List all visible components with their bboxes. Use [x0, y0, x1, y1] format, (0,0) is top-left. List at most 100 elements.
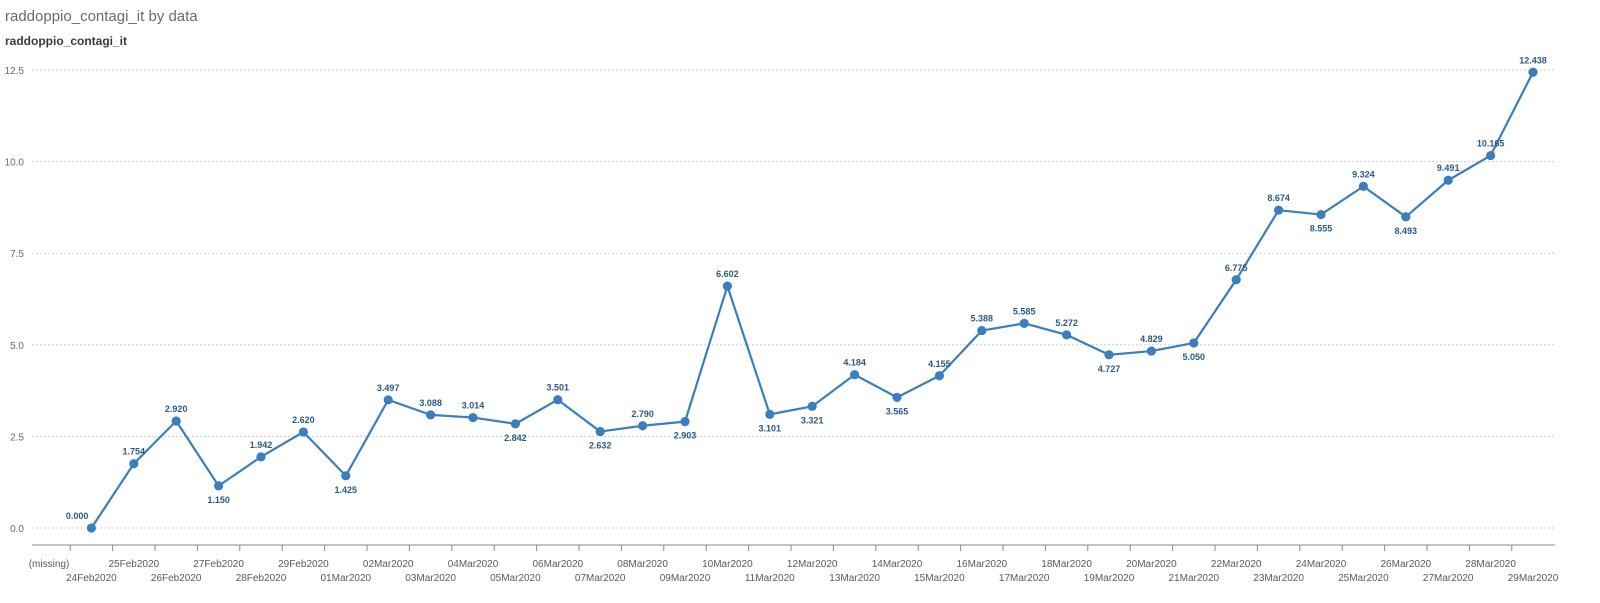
- x-tick-label: 19Mar2020: [1084, 573, 1135, 584]
- x-tick-label: 24Feb2020: [66, 573, 117, 584]
- x-tick-label: 16Mar2020: [957, 559, 1008, 570]
- chart-title: raddoppio_contagi_it by data: [5, 8, 198, 25]
- data-point: [1316, 209, 1326, 220]
- data-label: 3.565: [886, 406, 909, 416]
- data-point: [850, 370, 860, 380]
- data-point: [595, 426, 605, 437]
- x-tick-label: 02Mar2020: [363, 559, 414, 570]
- x-tick-label: 13Mar2020: [829, 573, 880, 584]
- data-point: [1358, 181, 1368, 191]
- data-label: 6.602: [716, 269, 739, 279]
- x-tick-label: 03Mar2020: [405, 573, 456, 584]
- data-point: [129, 459, 139, 469]
- data-point: [1019, 318, 1029, 328]
- data-point: [1189, 338, 1199, 348]
- data-label: 2.920: [165, 404, 188, 414]
- x-tick-label: 23Mar2020: [1253, 573, 1304, 584]
- data-label: 5.050: [1183, 352, 1206, 362]
- data-label: 3.101: [759, 423, 782, 433]
- data-labels: 0.000 1.754 2.920 1.150 1.942 2.620 1.425 3.497…: [66, 55, 1547, 521]
- data-point: [298, 427, 308, 437]
- data-label: 0.000: [66, 511, 89, 521]
- data-point: [1104, 350, 1114, 360]
- x-tick-label: 25Feb2020: [108, 559, 159, 570]
- data-point: [553, 395, 563, 405]
- data-point: [341, 471, 351, 481]
- x-axis: (missing) 24Feb2020 25Feb2020 26Feb2020 27Fe…: [29, 544, 1559, 584]
- data-label: 4.184: [843, 358, 866, 368]
- x-tick-label: 12Mar2020: [787, 559, 838, 570]
- data-point: [1486, 150, 1496, 161]
- x-tick-label: 28Feb2020: [236, 573, 287, 584]
- data-point: [638, 421, 648, 431]
- x-tick-label: 26Feb2020: [151, 573, 202, 584]
- data-label: 5.388: [971, 314, 994, 324]
- data-label: 1.942: [250, 440, 273, 450]
- data-label: 3.014: [462, 401, 485, 411]
- gridlines: [32, 69, 1555, 529]
- data-point: [214, 481, 224, 491]
- x-tick-label: 05Mar2020: [490, 573, 541, 584]
- data-label: 2.632: [589, 441, 612, 451]
- data-label: 3.088: [419, 398, 442, 408]
- x-tick-label: 10Mar2020: [702, 559, 753, 570]
- data-point: [1528, 67, 1538, 77]
- x-tick-label: 09Mar2020: [660, 573, 711, 584]
- data-label: 1.425: [335, 485, 358, 495]
- y-tick-label: 10.0: [5, 158, 25, 169]
- data-label: 2.790: [631, 409, 654, 419]
- data-label: 1.150: [207, 495, 230, 505]
- data-label: 6.775: [1225, 263, 1248, 273]
- data-label: 8.493: [1395, 226, 1418, 236]
- data-point: [1274, 205, 1284, 215]
- x-tick-label: 26Mar2020: [1381, 559, 1432, 570]
- data-point: [892, 392, 902, 402]
- x-tick-label: 04Mar2020: [448, 559, 499, 570]
- data-point: [86, 523, 96, 533]
- data-label: 2.903: [674, 431, 697, 441]
- y-axis-ticks: 0.0 2.5 5.0 7.5 10.0 12.5: [5, 66, 25, 535]
- data-point: [1443, 175, 1453, 185]
- data-label: 1.754: [123, 447, 146, 457]
- data-point: [722, 281, 733, 291]
- data-label: 4.829: [1140, 334, 1163, 344]
- data-point: [680, 417, 690, 427]
- y-tick-label: 0.0: [10, 524, 24, 535]
- x-tick-label: 17Mar2020: [999, 573, 1050, 584]
- x-tick-label: 21Mar2020: [1169, 573, 1220, 584]
- data-point: [1401, 212, 1411, 222]
- data-point: [934, 371, 945, 381]
- x-tick-label: 22Mar2020: [1211, 559, 1262, 570]
- x-tick-label: 20Mar2020: [1126, 559, 1177, 570]
- x-tick-label: 18Mar2020: [1041, 559, 1092, 570]
- y-tick-label: 12.5: [5, 66, 25, 77]
- data-label: 8.674: [1267, 193, 1290, 203]
- x-tick-label: 11Mar2020: [745, 573, 795, 584]
- data-point: [468, 412, 478, 423]
- data-label: 2.620: [292, 415, 315, 425]
- y-tick-label: 7.5: [10, 249, 24, 260]
- data-point: [977, 325, 987, 336]
- y-axis-title: raddoppio_contagi_it: [5, 34, 128, 48]
- data-label: 9.491: [1437, 163, 1460, 173]
- data-label: 2.842: [504, 433, 527, 443]
- x-tick-label: 27Feb2020: [193, 559, 244, 570]
- data-label: 12.438: [1519, 55, 1547, 65]
- data-point: [765, 409, 775, 419]
- data-label: 5.272: [1055, 318, 1078, 328]
- x-tick-label: 07Mar2020: [575, 573, 626, 584]
- x-tick-label: 15Mar2020: [914, 573, 965, 584]
- data-point: [1062, 330, 1072, 340]
- data-label: 3.321: [801, 415, 824, 425]
- series-raddoppio: [86, 67, 1538, 533]
- x-tick-label: (missing): [29, 559, 70, 570]
- data-label: 5.585: [1013, 306, 1036, 316]
- series-line: [90, 71, 1534, 529]
- x-tick-label: 27Mar2020: [1423, 573, 1474, 584]
- y-tick-label: 5.0: [10, 341, 24, 352]
- x-tick-label: 25Mar2020: [1338, 573, 1389, 584]
- x-tick-label: 24Mar2020: [1296, 559, 1347, 570]
- x-tick-label: 14Mar2020: [872, 559, 923, 570]
- data-label: 8.555: [1310, 224, 1333, 234]
